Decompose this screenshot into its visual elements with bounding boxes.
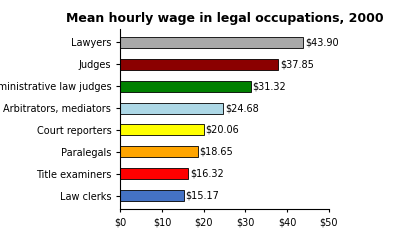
Bar (120, 190, 184, 201)
Bar (120, 81, 251, 92)
Title: Mean hourly wage in legal occupations, 2000: Mean hourly wage in legal occupations, 2… (66, 12, 383, 25)
Bar (120, 124, 204, 135)
Bar (120, 59, 278, 70)
Bar (120, 37, 304, 48)
Text: $16.32: $16.32 (190, 169, 224, 179)
Text: $15.17: $15.17 (185, 191, 219, 201)
Text: $20.06: $20.06 (206, 125, 239, 135)
Bar (120, 103, 223, 114)
Text: $43.90: $43.90 (305, 37, 339, 47)
Text: $18.65: $18.65 (200, 147, 233, 157)
Bar (120, 168, 188, 179)
Text: $37.85: $37.85 (280, 59, 314, 69)
Text: $24.68: $24.68 (225, 103, 259, 113)
Text: $31.32: $31.32 (253, 81, 286, 91)
Bar (120, 146, 198, 157)
